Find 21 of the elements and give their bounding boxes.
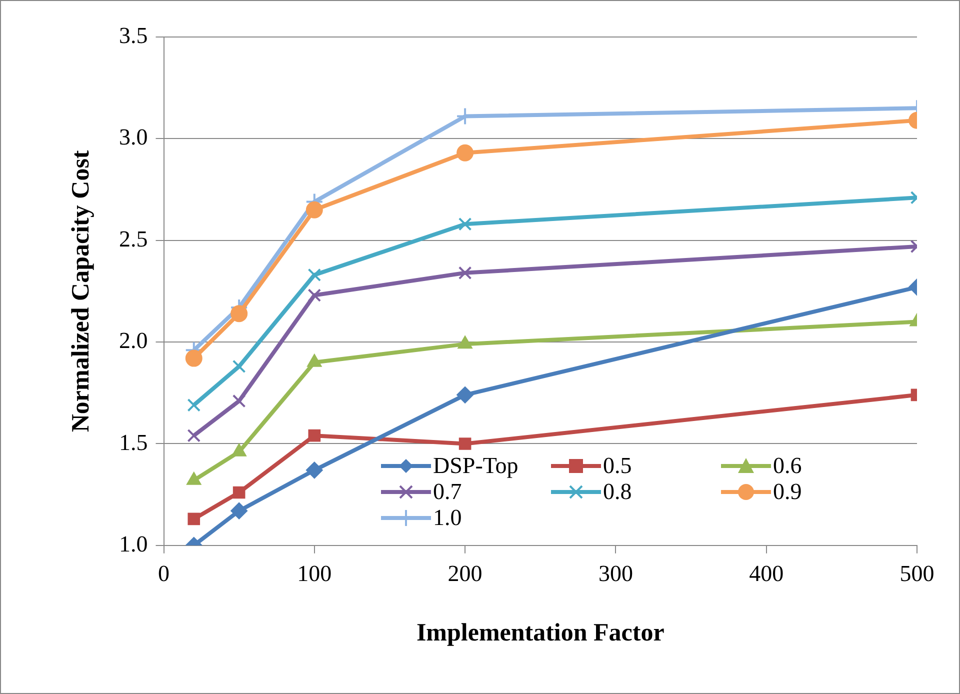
y-tick-label: 1.0 bbox=[119, 531, 148, 556]
x-tick-label: 400 bbox=[749, 561, 784, 586]
legend-label: 0.7 bbox=[433, 479, 462, 505]
legend-label: 1.0 bbox=[433, 505, 462, 531]
y-tick-label: 3.0 bbox=[119, 124, 148, 150]
x-tick-label: 500 bbox=[900, 561, 934, 586]
y-axis-title: Normalized Capacity Cost bbox=[67, 150, 94, 432]
legend-label: 0.6 bbox=[773, 453, 802, 479]
legend-label: 0.8 bbox=[603, 479, 632, 505]
legend-label: 0.9 bbox=[773, 479, 802, 505]
y-tick-label: 1.5 bbox=[119, 430, 148, 455]
y-tick-label: 2.5 bbox=[119, 226, 148, 252]
y-tick-label: 2.0 bbox=[119, 328, 148, 354]
x-tick-label: 100 bbox=[297, 561, 332, 586]
legend-label: DSP-Top bbox=[433, 453, 518, 479]
y-tick-label: 3.5 bbox=[119, 23, 148, 48]
x-axis-title: Implementation Factor bbox=[416, 619, 664, 646]
x-tick-label: 200 bbox=[448, 561, 482, 586]
x-tick-label: 300 bbox=[598, 561, 633, 586]
x-tick-label: 0 bbox=[158, 561, 170, 586]
legend-label: 0.5 bbox=[603, 453, 632, 479]
